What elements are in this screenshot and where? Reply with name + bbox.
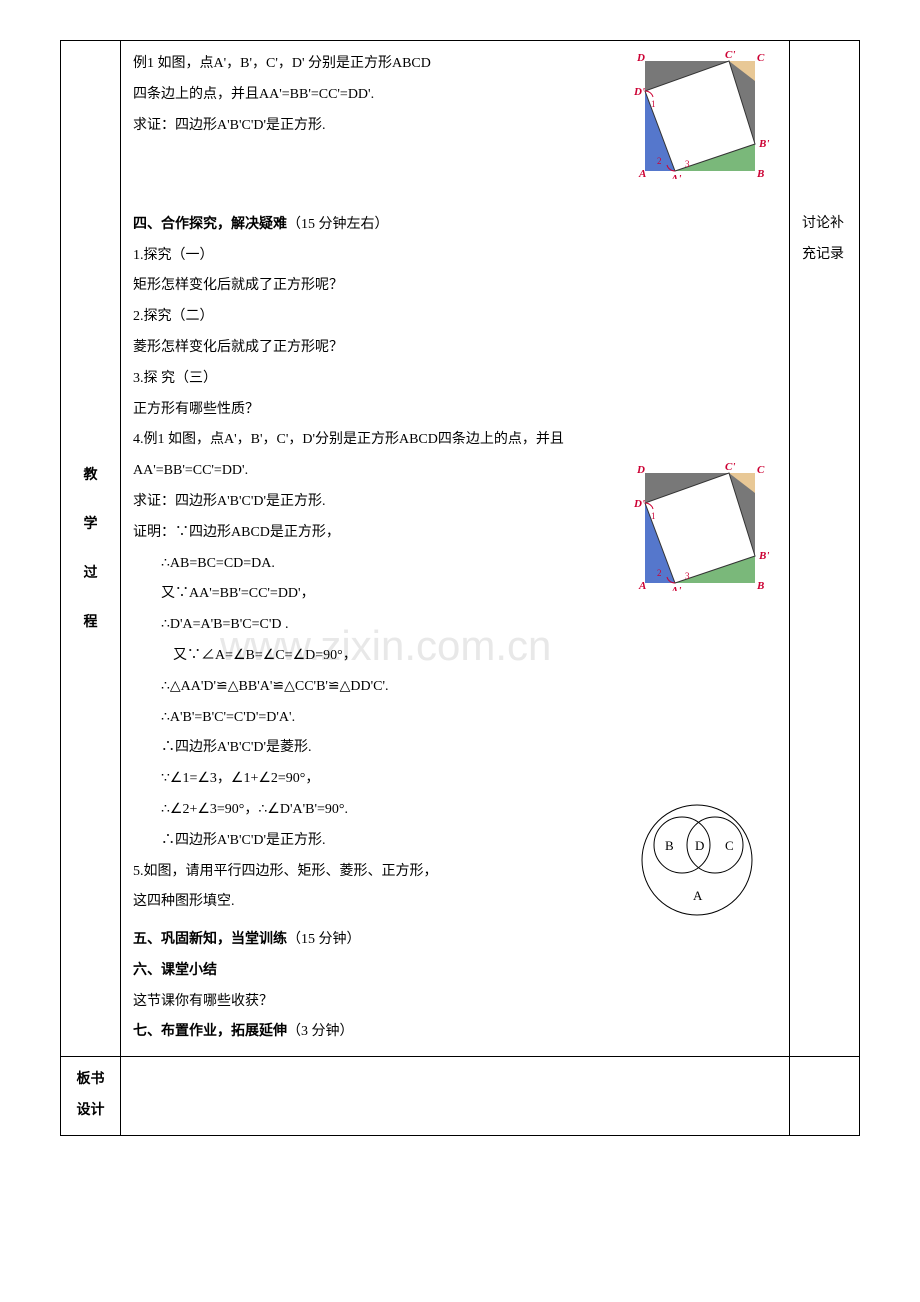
explore3: 3.探 究（三） <box>133 364 777 395</box>
svg-text:2: 2 <box>657 156 662 166</box>
lesson-table: 教 学 过 程 A A' B B' C <box>60 40 860 1136</box>
svg-text:D': D' <box>633 86 645 98</box>
svg-text:B: B <box>756 168 764 179</box>
svg-text:A': A' <box>670 173 681 179</box>
explore2: 2.探究（二） <box>133 302 777 333</box>
section6-title: 六、课堂小结 <box>133 956 777 987</box>
explore1-q: 矩形怎样变化后就成了正方形呢？ <box>133 271 777 302</box>
char-guo: 过 <box>73 549 108 598</box>
svg-text:A': A' <box>670 585 681 591</box>
svg-text:B: B <box>665 838 674 853</box>
content-cell: A A' B B' C C' D D' 1 2 3 例1 如图，点A'，B'，C… <box>121 41 790 1057</box>
explore2-q: 菱形怎样变化后就成了正方形呢？ <box>133 333 777 364</box>
svg-text:D: D <box>636 52 645 64</box>
banshu: 板书 <box>73 1065 108 1096</box>
svg-text:3: 3 <box>685 159 690 169</box>
proof8: ∴四边形A'B'C'D'是菱形. <box>133 733 777 764</box>
section6-q: 这节课你有哪些收获？ <box>133 987 777 1018</box>
svg-text:C': C' <box>725 461 735 473</box>
proof9: ∵∠1=∠3，∠1+∠2=90°， <box>133 764 777 795</box>
section7-time: （3 分钟） <box>287 1024 354 1039</box>
char-cheng: 程 <box>73 598 108 647</box>
section4: 四、合作探究，解决疑难（15 分钟左右） <box>133 210 777 241</box>
svg-text:D: D <box>636 464 645 476</box>
bottom-left: 板书 设计 <box>61 1057 121 1136</box>
explore3-q: 正方形有哪些性质？ <box>133 395 777 426</box>
section5: 五、巩固新知，当堂训练（15 分钟） <box>133 925 777 956</box>
svg-text:B': B' <box>758 138 769 150</box>
proof4: ∴D'A=A'B=B'C=C'D . <box>133 610 777 641</box>
svg-text:C: C <box>757 52 765 64</box>
proof5: 又∵∠A=∠B=∠C=∠D=90°， <box>133 641 777 672</box>
svg-text:A: A <box>638 168 646 179</box>
section5-title: 五、巩固新知，当堂训练 <box>133 932 287 947</box>
discuss-2: 充记录 <box>802 240 847 271</box>
svg-text:A: A <box>693 888 703 903</box>
sheji: 设计 <box>73 1096 108 1127</box>
svg-text:A: A <box>638 580 646 591</box>
svg-text:C: C <box>757 464 765 476</box>
char-jiao: 教 <box>73 451 108 500</box>
proof6: ∴△AA'D'≌△BB'A'≌△CC'B'≌△DD'C'. <box>133 672 777 703</box>
explore1: 1.探究（一） <box>133 241 777 272</box>
section4-title: 四、合作探究，解决疑难 <box>133 217 287 232</box>
section5-time: （15 分钟） <box>287 932 361 947</box>
bottom-right <box>790 1057 860 1136</box>
svg-text:D: D <box>695 838 704 853</box>
proof7: ∴A'B'=B'C'=C'D'=D'A'. <box>133 703 777 734</box>
svg-text:C': C' <box>725 49 735 61</box>
section4-time: （15 分钟左右） <box>287 217 389 232</box>
svg-text:C: C <box>725 838 734 853</box>
discuss-1: 讨论补 <box>802 209 847 240</box>
bottom-mid <box>121 1057 790 1136</box>
ex4-line1: 4.例1 如图，点A'，B'，C'，D'分别是正方形ABCD四条边上的点，并且 <box>133 425 777 456</box>
svg-text:B: B <box>756 580 764 591</box>
svg-text:D': D' <box>633 498 645 510</box>
svg-text:3: 3 <box>685 571 690 581</box>
venn-figure: B D C A <box>617 795 777 925</box>
svg-text:2: 2 <box>657 568 662 578</box>
char-xue: 学 <box>73 500 108 549</box>
figure-1: A A' B B' C C' D D' 1 2 3 <box>627 49 777 179</box>
svg-text:1: 1 <box>651 511 656 521</box>
section7-title: 七、布置作业，拓展延伸 <box>133 1024 287 1039</box>
figure-2: A A' B B' C C' D D' 1 2 3 <box>627 461 777 591</box>
left-column: 教 学 过 程 <box>61 41 121 1057</box>
svg-text:1: 1 <box>651 99 656 109</box>
svg-text:B': B' <box>758 550 769 562</box>
right-column: 讨论补 充记录 <box>790 41 860 1057</box>
section7: 七、布置作业，拓展延伸（3 分钟） <box>133 1017 777 1048</box>
